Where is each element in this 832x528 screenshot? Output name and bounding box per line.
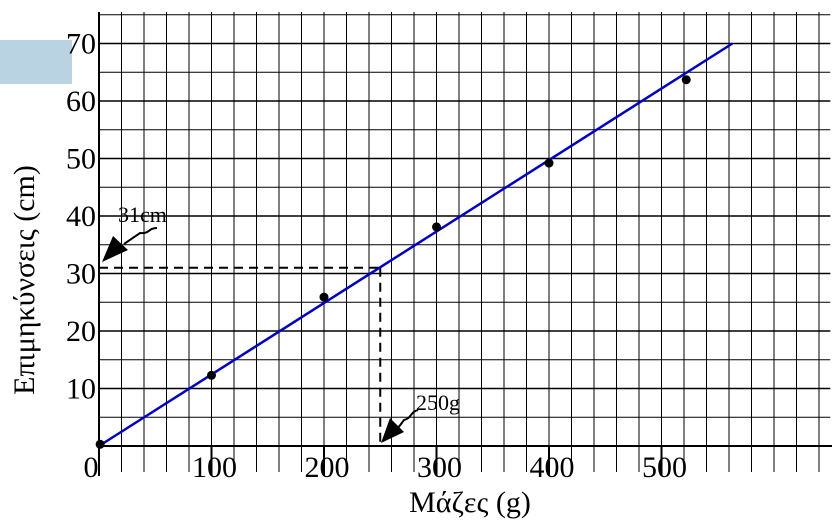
annotation-arrow-head — [381, 418, 404, 443]
x-tick-label: 0 — [84, 451, 99, 484]
x-tick-label: 400 — [530, 451, 575, 484]
x-axis-label: Μάζες (g) — [409, 486, 531, 519]
annotation: 250g — [416, 390, 460, 415]
x-tick-label: 300 — [417, 451, 462, 484]
data-point — [207, 370, 216, 380]
y-tick-label: 10 — [66, 373, 96, 406]
data-point — [95, 439, 105, 449]
y-tick-label: 40 — [66, 200, 96, 233]
x-tick-label: 200 — [305, 451, 350, 484]
x-tick-label: 100 — [192, 451, 237, 484]
annotation: 31cm — [118, 202, 167, 227]
fit-line — [98, 42, 734, 448]
y-tick-label: 20 — [66, 315, 96, 348]
data-point — [432, 222, 441, 232]
y-tick-label: 50 — [66, 143, 96, 176]
y-tick-label: 60 — [66, 85, 96, 118]
y-tick-label: 30 — [66, 258, 96, 291]
data-point — [319, 292, 329, 302]
annotation-arrow — [123, 227, 158, 245]
decoration — [0, 40, 72, 84]
data-point — [544, 158, 554, 168]
annotation-arrow-head — [102, 236, 128, 262]
y-tick-label: 70 — [66, 28, 96, 61]
annotation-arrow — [397, 409, 419, 429]
x-tick-label: 500 — [642, 451, 687, 484]
grid — [98, 12, 831, 472]
y-axis-label: Επιμηκύνσεις (cm) — [8, 165, 41, 395]
data-point — [681, 75, 691, 85]
